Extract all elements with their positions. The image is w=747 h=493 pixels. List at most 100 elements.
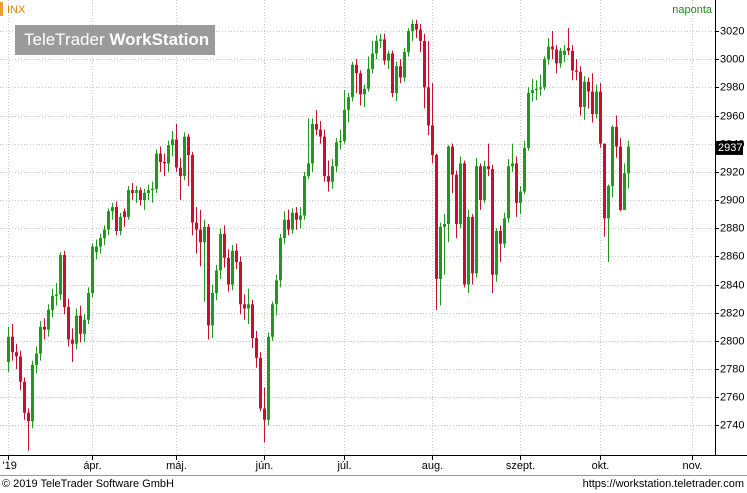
candle-body (347, 97, 350, 110)
candle-body (599, 91, 602, 144)
candle-body (383, 39, 386, 61)
candle-body (115, 207, 118, 232)
candle-body (431, 125, 434, 155)
candle-body (471, 216, 474, 274)
candle-body (491, 169, 494, 275)
candle-body (487, 166, 490, 170)
y-tick-label: 2760 (720, 391, 744, 403)
candle-body (587, 81, 590, 92)
candle-body (579, 71, 582, 108)
copyright: © 2019 TeleTrader Software GmbH (2, 478, 174, 490)
candle-body (343, 109, 346, 141)
candle-body (283, 219, 286, 239)
grid (0, 0, 715, 455)
candle-body (191, 154, 194, 223)
x-tick-label: máj. (166, 460, 187, 472)
candle-body (291, 212, 294, 230)
candle-body (435, 154, 438, 279)
candle-body (39, 326, 42, 354)
candle-body (351, 64, 354, 98)
candle-body (247, 304, 250, 309)
candle-body (7, 336, 10, 363)
y-tick-label: 2820 (720, 307, 744, 319)
candle-body (523, 147, 526, 192)
x-tick-label: aug. (422, 460, 443, 472)
candle-body (307, 163, 310, 177)
candle-body (35, 353, 38, 365)
last-price-label: 2937 (718, 142, 742, 154)
y-tick-label: 2860 (720, 250, 744, 262)
candle-body (379, 39, 382, 41)
watermark-box (15, 25, 215, 55)
x-tick-label: jún. (255, 460, 274, 472)
candle-body (171, 139, 174, 146)
candle-body (151, 188, 154, 191)
candle-body (231, 250, 234, 285)
candle-body (15, 352, 18, 357)
candle-body (327, 176, 330, 182)
candle-body (319, 129, 322, 137)
candle-body (107, 211, 110, 230)
candle-body (443, 223, 446, 227)
candle-body (59, 254, 62, 295)
candle-body (479, 166, 482, 201)
candle-body (27, 412, 30, 422)
candle-body (595, 91, 598, 115)
candle-body (623, 173, 626, 210)
candle-body (507, 166, 510, 219)
candle-body (235, 250, 238, 263)
candle-body (603, 143, 606, 219)
candle-body (259, 357, 262, 409)
y-tick-label: 2960 (720, 110, 744, 122)
candle-body (499, 231, 502, 244)
candle-body (447, 146, 450, 224)
candle-body (199, 229, 202, 243)
candle-body (31, 364, 34, 422)
x-tick-label: szept. (506, 460, 535, 472)
candle-body (71, 339, 74, 344)
symbol: INX (7, 4, 26, 16)
candle-body (391, 53, 394, 93)
candle-body (331, 166, 334, 182)
candle-body (571, 50, 574, 71)
candle-body (227, 257, 230, 285)
candle-body (75, 315, 78, 344)
candle-body (423, 40, 426, 88)
candle-body (179, 167, 182, 177)
candle-body (555, 49, 558, 64)
candle-body (475, 166, 478, 274)
candle-body (611, 126, 614, 186)
candle-body (439, 226, 442, 279)
candle-body (203, 226, 206, 243)
candle-body (515, 163, 518, 203)
candle-body (411, 23, 414, 31)
candle-body (11, 336, 14, 353)
candle-body (591, 91, 594, 115)
candle-body (47, 309, 50, 330)
candle-body (271, 304, 274, 337)
candle-body (539, 87, 542, 89)
candle-body (607, 185, 610, 219)
candle-body (567, 47, 570, 51)
candle-body (255, 338, 258, 358)
candle-body (55, 294, 58, 296)
footer-url: https://workstation.teletrader.com (583, 478, 744, 490)
watermark-brand: TeleTrader (24, 30, 105, 49)
candle-body (455, 174, 458, 224)
candle-body (195, 222, 198, 230)
candle-body (147, 190, 150, 193)
candle-body (63, 254, 66, 308)
candle-body (503, 218, 506, 244)
candle-body (43, 326, 46, 330)
candle-body (619, 146, 622, 210)
candle-body (87, 293, 90, 320)
candle-body (355, 64, 358, 74)
y-tick-label: 3020 (720, 25, 744, 37)
candle-body (463, 163, 466, 285)
candle-body (375, 40, 378, 54)
x-tick-label: '19 (3, 460, 17, 472)
candle-body (99, 238, 102, 247)
candle-body (295, 212, 298, 220)
x-tick-label: nov. (683, 460, 703, 472)
